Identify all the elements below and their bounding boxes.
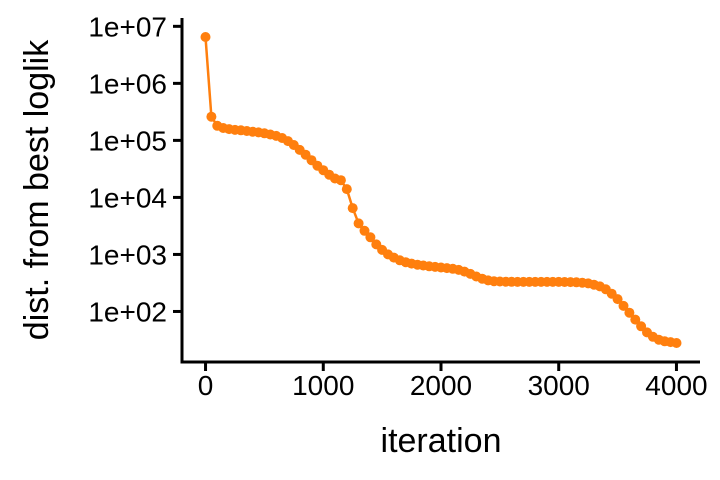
data-point: [612, 294, 623, 305]
data-point: [630, 314, 641, 325]
x-tick-label: 0: [198, 370, 214, 401]
data-point: [359, 225, 370, 236]
y-axis-ticks: 1e+02 1e+03 1e+04 1e+05 1e+06 1e+07: [88, 11, 182, 327]
data-point: [353, 218, 364, 229]
data-point: [341, 184, 352, 195]
y-tick-label: 1e+05: [88, 125, 167, 156]
y-axis-title: dist. from best loglik: [18, 39, 56, 340]
x-axis-ticks: 0 1000 2000 3000 4000: [198, 362, 708, 401]
data-point: [206, 111, 217, 122]
data-point: [618, 300, 629, 311]
x-tick-label: 4000: [645, 370, 707, 401]
data-point: [365, 232, 376, 243]
x-axis-title: iteration: [381, 422, 502, 460]
plot-area: [200, 32, 682, 348]
y-tick-label: 1e+07: [88, 11, 167, 42]
series-line: [204, 36, 677, 345]
y-tick-label: 1e+02: [88, 296, 167, 327]
data-point: [200, 32, 211, 42]
y-tick-label: 1e+04: [88, 182, 167, 213]
x-tick-label: 3000: [528, 370, 590, 401]
x-tick-label: 2000: [410, 370, 472, 401]
y-tick-label: 1e+06: [88, 68, 167, 99]
y-tick-label: 1e+03: [88, 239, 167, 270]
x-tick-label: 1000: [292, 370, 354, 401]
data-point: [347, 203, 358, 214]
data-point: [624, 307, 635, 318]
data-point: [671, 338, 682, 348]
data-point: [335, 175, 346, 186]
